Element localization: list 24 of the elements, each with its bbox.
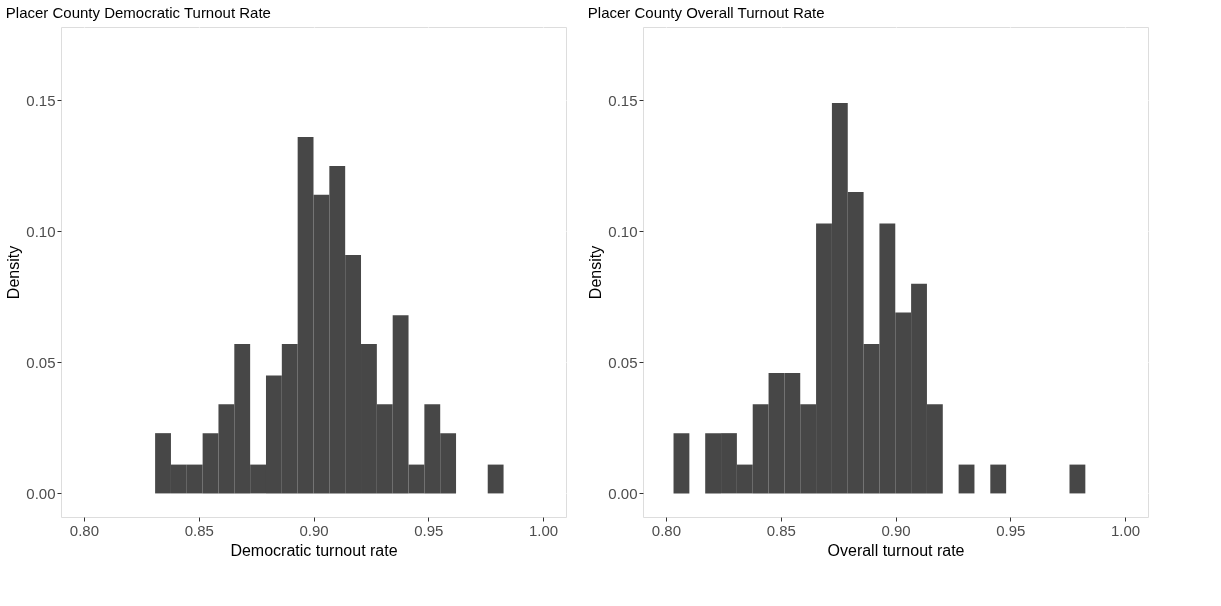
chart-title: Placer County Democratic Turnout Rate — [5, 4, 271, 21]
x-tick-label: 1.00 — [1110, 521, 1141, 539]
y-tick-label: 0.10 — [608, 222, 638, 240]
x-axis-title: Overall turnout rate — [827, 541, 965, 559]
y-tick-label: 0.05 — [26, 353, 56, 371]
y-tick-label: 0.00 — [26, 484, 56, 502]
y-tick-label: 0.15 — [608, 91, 638, 109]
chart-title: Placer County Overall Turnout Rate — [587, 4, 825, 21]
y-tick-label: 0.15 — [26, 91, 56, 109]
y-tick-label: 0.00 — [608, 484, 638, 502]
x-tick-label: 0.90 — [881, 521, 911, 539]
x-tick-label: 0.90 — [299, 521, 329, 539]
x-tick-label: 0.80 — [69, 521, 100, 539]
x-tick-label: 0.95 — [996, 521, 1026, 539]
x-tick-label: 0.85 — [766, 521, 796, 539]
y-tick-label: 0.10 — [26, 222, 56, 240]
y-tick-label: 0.05 — [608, 353, 638, 371]
x-tick-label: 0.95 — [414, 521, 444, 539]
x-tick-label: 1.00 — [528, 521, 559, 539]
x-tick-label: 0.80 — [651, 521, 682, 539]
y-axis-title: Density — [587, 245, 605, 300]
y-axis-title: Density — [5, 245, 23, 300]
x-axis-title: Democratic turnout rate — [230, 541, 398, 559]
x-tick-label: 0.85 — [184, 521, 214, 539]
